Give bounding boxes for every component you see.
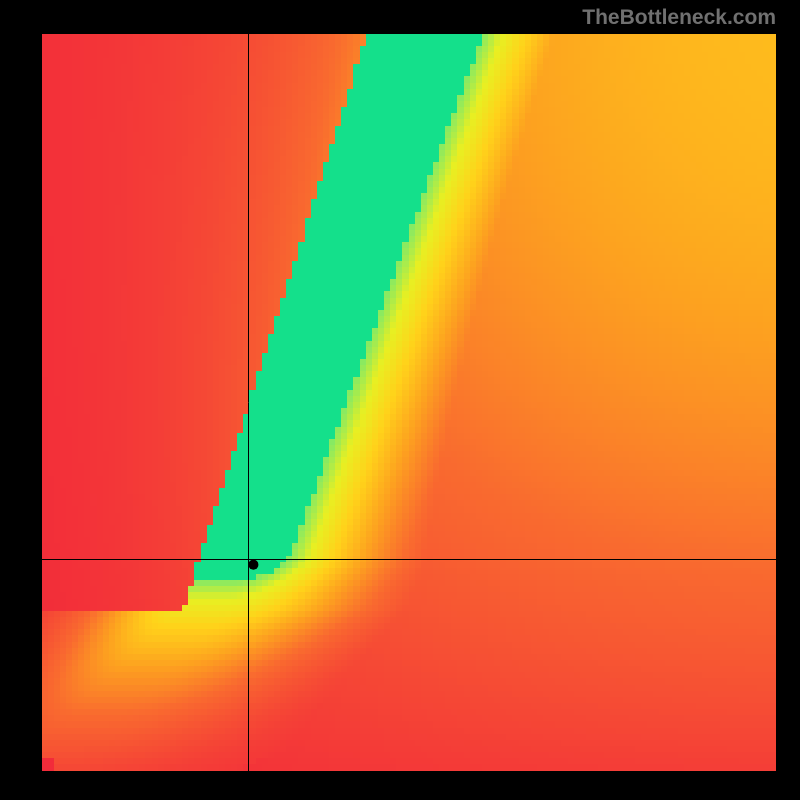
bottleneck-heatmap <box>42 34 776 771</box>
watermark-text: TheBottleneck.com <box>582 6 776 30</box>
chart-container: TheBottleneck.com <box>0 0 800 800</box>
